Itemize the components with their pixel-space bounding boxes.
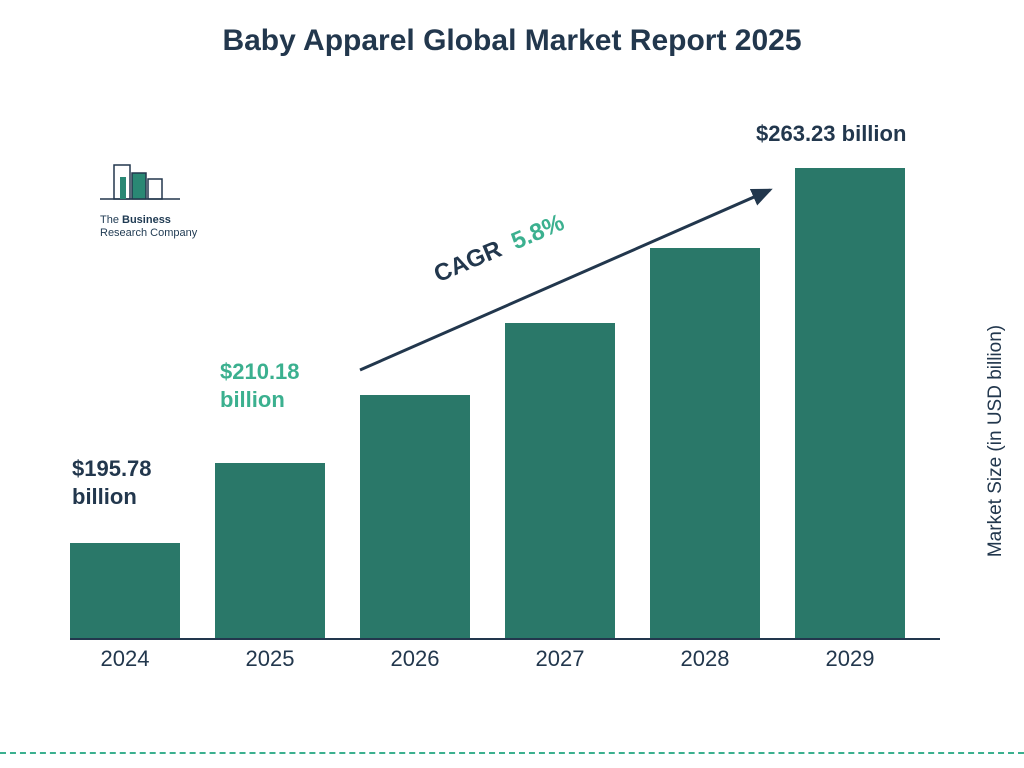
x-label-2025: 2025 <box>215 646 325 672</box>
value-label-2025-line2: billion <box>220 387 285 412</box>
bar-chart: 2024 2025 2026 2027 2028 2029 <box>70 120 950 680</box>
x-label-2027: 2027 <box>505 646 615 672</box>
x-label-2029: 2029 <box>795 646 905 672</box>
footer-dashed-line <box>0 752 1024 754</box>
value-label-2024-line1: $195.78 <box>72 456 152 481</box>
page-title: Baby Apparel Global Market Report 2025 <box>0 24 1024 58</box>
y-axis-label: Market Size (in USD billion) <box>985 311 1007 571</box>
bar-2028 <box>650 248 760 638</box>
bar-2024 <box>70 543 180 638</box>
value-label-2029: $263.23 billion <box>756 120 906 148</box>
x-label-2026: 2026 <box>360 646 470 672</box>
bar-2026 <box>360 395 470 638</box>
chart-page: Baby Apparel Global Market Report 2025 T… <box>0 0 1024 768</box>
value-label-2025-line1: $210.18 <box>220 359 300 384</box>
bar-2029 <box>795 168 905 638</box>
x-label-2024: 2024 <box>70 646 180 672</box>
bar-2027 <box>505 323 615 638</box>
value-label-2025: $210.18 billion <box>220 358 300 413</box>
bar-2025 <box>215 463 325 638</box>
x-label-2028: 2028 <box>650 646 760 672</box>
x-axis-line <box>70 638 940 640</box>
value-label-2024: $195.78 billion <box>72 455 152 510</box>
value-label-2024-line2: billion <box>72 484 137 509</box>
